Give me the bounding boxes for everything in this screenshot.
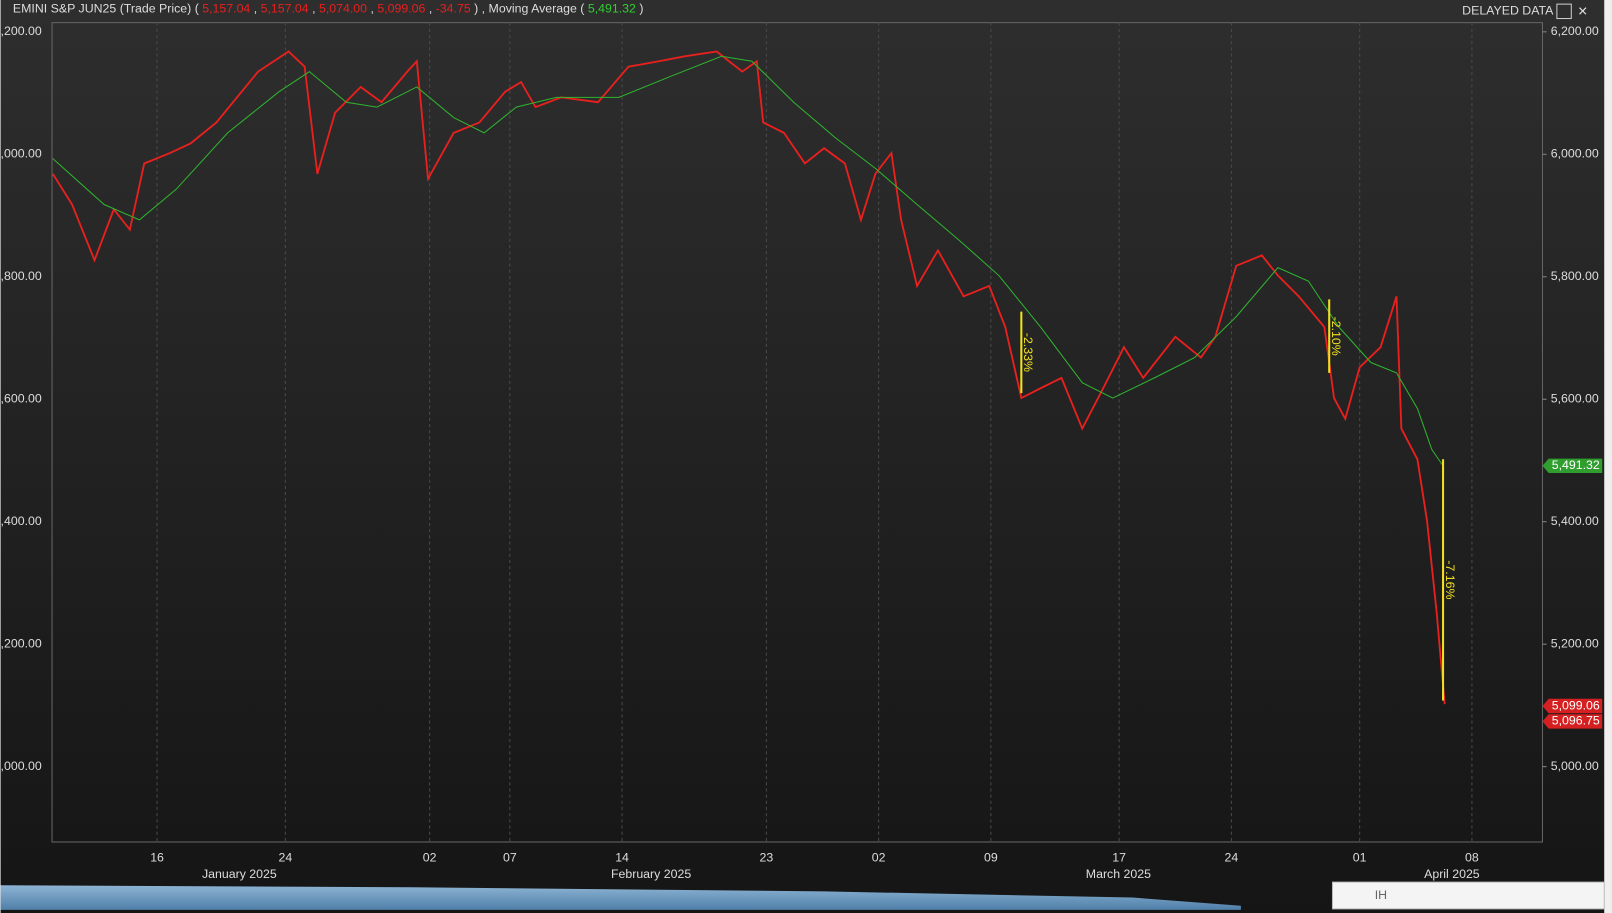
x-tick-label: 23 — [760, 851, 774, 865]
x-tick-label: 02 — [423, 851, 437, 865]
legend: EMINI S&P JUN25 (Trade Price) ( 5,157.04… — [13, 2, 644, 16]
x-tick-label: 24 — [1225, 851, 1239, 865]
annotation-label: -2.10% — [1329, 317, 1343, 356]
y-tick-label: 6,000.00 — [1551, 147, 1599, 161]
x-tick-label: 02 — [872, 851, 886, 865]
y-tick-label: 5,000.00 — [1551, 759, 1599, 773]
y-tick-label: 5,600.00 — [1551, 392, 1599, 406]
price-badge — [1542, 714, 1603, 729]
month-label: April 2025 — [1424, 867, 1480, 881]
legend-name: EMINI S&P JUN25 (Trade Price) — [13, 2, 191, 16]
price-badge-label: 5,096.75 — [1552, 714, 1600, 728]
price-badge — [1542, 458, 1603, 473]
y-tick-label: 5,400.00 — [1551, 514, 1599, 528]
y-tick-label: 6,200.00 — [1551, 24, 1599, 38]
x-tick-label: 17 — [1112, 851, 1126, 865]
month-label: January 2025 — [202, 867, 277, 881]
y-tick-label: 5,800.00 — [1551, 269, 1599, 283]
x-tick-label: 09 — [984, 851, 998, 865]
legend-name: Moving Average — [489, 2, 577, 16]
x-tick-label: 24 — [278, 851, 292, 865]
legend-value: 5,157.04 — [261, 2, 309, 16]
series-line — [52, 55, 1444, 467]
x-tick-label: 14 — [615, 851, 629, 865]
month-label: March 2025 — [1086, 867, 1151, 881]
y-tick-label-left: 5,600.00 — [0, 392, 42, 406]
price-badge — [1542, 698, 1603, 714]
price-badge-label: 5,099.06 — [1552, 698, 1600, 712]
y-tick-label-left: 5,000.00 — [0, 759, 42, 773]
header: EMINI S&P JUN25 (Trade Price) ( 5,157.04… — [13, 2, 644, 16]
y-tick-label-left: 5,400.00 — [0, 514, 42, 528]
close-button[interactable]: ✕ — [1577, 5, 1587, 19]
plot-frame — [51, 22, 1543, 843]
month-label: February 2025 — [611, 867, 691, 881]
y-tick-label-left: 6,000.00 — [0, 147, 42, 161]
annotation-label: -7.16% — [1443, 560, 1457, 599]
x-tick-label: 16 — [150, 851, 164, 865]
toolbar-label[interactable]: IH — [1375, 888, 1387, 902]
legend-value: 5,491.32 — [588, 2, 636, 16]
y-tick-label: 5,200.00 — [1551, 636, 1599, 650]
restore-button[interactable] — [1556, 3, 1572, 20]
price-badge-label: 5,491.32 — [1552, 458, 1600, 472]
x-tick-label: 01 — [1353, 851, 1367, 865]
x-tick-label: 07 — [503, 851, 517, 865]
scrollbar — [1604, 0, 1612, 913]
series-line — [52, 50, 1446, 705]
y-tick-label-left: 5,200.00 — [0, 636, 42, 650]
navigator — [0, 885, 1241, 910]
legend-value: 5,074.00 — [319, 2, 367, 16]
toolbar[interactable] — [1331, 881, 1605, 910]
status: DELAYED DATA — [1462, 4, 1554, 18]
legend-value: 5,157.04 — [202, 2, 250, 16]
x-tick-label: 08 — [1465, 851, 1479, 865]
y-tick-label-left: 5,800.00 — [0, 269, 42, 283]
annotation-label: -2.33% — [1021, 333, 1035, 372]
legend-value: 5,099.06 — [377, 2, 425, 16]
y-tick-label-left: 6,200.00 — [0, 24, 42, 38]
legend-value: -34.75 — [436, 2, 471, 16]
